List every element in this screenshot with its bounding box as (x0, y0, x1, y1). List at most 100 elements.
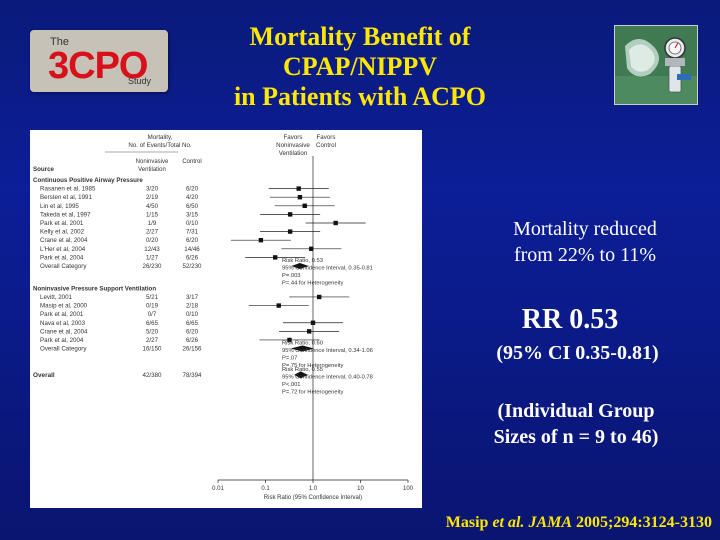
study-point (316, 294, 322, 300)
control-events: 6/20 (186, 237, 199, 244)
study-point (333, 220, 338, 226)
overall-risk-ratio: Risk Ratio, 0.55 (282, 367, 323, 373)
study-label: Park et al, 2004 (40, 337, 84, 344)
control-events: 6/26 (186, 254, 199, 261)
overall-niv: 42/380 (143, 372, 162, 379)
overall-category-niv: 16/150 (143, 346, 162, 353)
study-label: Park et al, 2004 (40, 254, 84, 261)
control-events: 14/46 (184, 246, 200, 253)
slide-title: Mortality Benefit of CPAP/NIPPV in Patie… (200, 22, 520, 112)
study-point (296, 186, 301, 191)
study-label: Crane et al, 2004 (40, 328, 88, 335)
study-point (287, 212, 293, 217)
header-favors-niv-3: Ventilation (279, 150, 308, 157)
overall-control: 78/394 (183, 372, 202, 379)
overall-diamond (294, 371, 308, 379)
study-label: Park et al, 2001 (40, 220, 84, 227)
niv-events: 3/20 (146, 186, 159, 193)
study-label: Levitt, 2001 (40, 294, 73, 301)
niv-events: 1/9 (148, 220, 157, 227)
group-risk-ratio: Risk Ratio, 0.53 (282, 258, 323, 264)
control-events: 3/15 (186, 211, 199, 218)
niv-events: 1/27 (146, 254, 159, 261)
group-confidence-interval: 95% Confidence Interval, 0.34-1.06 (282, 348, 373, 354)
study-label: Park et al, 2001 (40, 311, 84, 318)
overall-category-niv: 26/230 (143, 263, 162, 270)
study-label: Nava et al, 2003 (40, 320, 86, 327)
header-source: Source (33, 166, 55, 173)
control-events: 0/10 (186, 220, 199, 227)
overall-category-label: Overall Category (40, 263, 87, 270)
medical-equipment-photo (614, 25, 698, 105)
group-heading-1: Noninvasive Pressure Support Ventilation (33, 285, 156, 292)
niv-events: 2/27 (146, 337, 159, 344)
study-point (258, 238, 264, 243)
header-favors-niv: Favors (284, 134, 303, 141)
citation-ref: 2005;294:3124-3130 (572, 514, 712, 531)
forest-plot-svg: Mortality,No. of Events/Total No.FavorsN… (33, 134, 414, 501)
niv-events: 1/15 (146, 211, 159, 218)
niv-events: 2/27 (146, 229, 159, 236)
equipment-photo-icon (615, 26, 697, 104)
niv-events: 5/21 (146, 294, 159, 301)
control-events: 6/20 (186, 186, 199, 193)
study-point (272, 255, 278, 260)
header-favors-control-2: Control (316, 142, 336, 149)
header-col-niv-2: Ventilation (138, 167, 166, 173)
study-label: Crane et al, 2004 (40, 237, 88, 244)
study-point (302, 203, 307, 208)
niv-events: 6/65 (146, 320, 159, 327)
study-label: Kelly et al, 2002 (40, 229, 85, 236)
study-label: Masip et al, 2000 (40, 303, 88, 310)
niv-events: 0/20 (146, 237, 159, 244)
overall-category-control: 26/156 (183, 346, 202, 353)
x-tick-label: 100 (403, 486, 414, 492)
control-events: 7/31 (186, 229, 199, 236)
study-label: Takeda et al, 1997 (40, 211, 91, 218)
study-point (309, 246, 314, 251)
study-label: L'Her et al, 2004 (40, 246, 86, 253)
group-sizes-line-2: Sizes of n = 9 to 46) (493, 426, 659, 448)
3cpo-logo: The 3CPO (30, 30, 168, 92)
control-events: 6/65 (186, 320, 199, 327)
niv-events: 12/43 (144, 246, 160, 253)
citation-journal: JAMA (528, 514, 573, 531)
group-p-value: P=.07 (282, 356, 297, 362)
header-events: No. of Events/Total No. (128, 142, 192, 149)
group-heading-0: Continuous Positive Airway Pressure (33, 177, 143, 184)
overall-confidence-interval: 95% Confidence Interval, 0.40-0.78 (282, 374, 373, 380)
control-events: 6/26 (186, 337, 199, 344)
forest-plot-figure: Mortality, No. of Events/Total No. Favors N… (30, 130, 422, 508)
overall-category-label: Overall Category (40, 346, 87, 353)
control-events: 4/20 (186, 194, 199, 201)
group-risk-ratio: Risk Ratio, 0.60 (282, 341, 323, 347)
overall-category-diamond (291, 263, 309, 269)
control-events: 2/18 (186, 303, 199, 310)
control-events: 6/50 (186, 203, 199, 210)
title-line-2: CPAP/NIPPV (282, 52, 438, 81)
control-events: 3/17 (186, 294, 199, 301)
control-events: 6/20 (186, 328, 199, 335)
mortality-line-1: Mortality reduced (513, 218, 657, 240)
overall-label: Overall (33, 372, 55, 379)
study-point (276, 303, 281, 308)
logo-study: Study (128, 76, 152, 86)
niv-events: 4/50 (146, 203, 159, 210)
group-sizes-line-1: (Individual Group (497, 400, 655, 422)
niv-events: 0/19 (146, 303, 159, 310)
study-point (287, 337, 292, 343)
header-favors-control: Favors (317, 134, 336, 141)
niv-events: 5/20 (146, 328, 159, 335)
mortality-note: Mortality reduced from 22% to 11% (460, 216, 710, 268)
study-point (297, 195, 303, 200)
x-axis-label: Risk Ratio (95% Confidence Interval) (264, 495, 362, 501)
x-tick-label: 0.1 (261, 486, 270, 492)
confidence-interval-note: (95% CI 0.35-0.81) (496, 342, 659, 364)
group-sizes-note: (Individual Group Sizes of n = 9 to 46) (460, 398, 692, 450)
study-point (306, 329, 312, 334)
study-point (287, 229, 293, 234)
title-line-3: in Patients with ACPO (233, 82, 487, 111)
x-tick-label: 10 (357, 486, 364, 492)
header-col-niv: Noninvasive (136, 159, 169, 165)
title-line-1: Mortality Benefit of (249, 22, 471, 51)
